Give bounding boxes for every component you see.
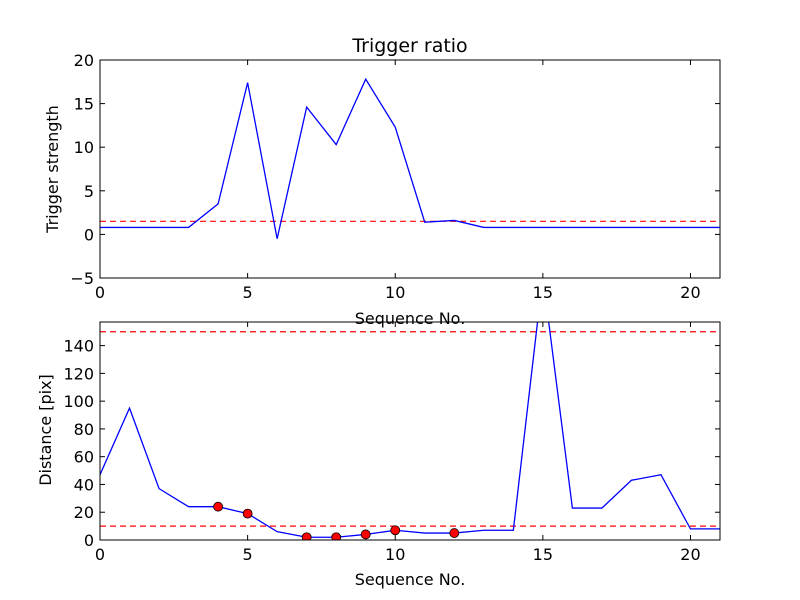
bottom-y-tick-label: 80 — [74, 420, 94, 439]
bottom-data-marker — [360, 529, 371, 540]
bottom-y-tick-label: 100 — [63, 392, 94, 411]
top-series-line-0 — [100, 77, 720, 239]
bottom-x-tick-label: 15 — [533, 545, 553, 564]
top-x-tick-label: 10 — [385, 283, 405, 302]
bottom-x-tick-label: 5 — [243, 545, 253, 564]
bottom-y-tick-label: 40 — [74, 475, 94, 494]
bottom-y-axis-label: Distance [pix] — [36, 374, 55, 486]
bottom-y-tick-label: 120 — [63, 364, 94, 383]
top-y-tick-label: 15 — [74, 95, 94, 114]
top-subplot: Trigger ratio Sequence No. Trigger stren… — [43, 35, 721, 328]
top-x-tick-label: 15 — [533, 283, 553, 302]
bottom-x-tick-label: 10 — [385, 545, 405, 564]
bottom-plot-area — [100, 322, 720, 540]
bottom-y-tick-label: 60 — [74, 448, 94, 467]
top-axes-frame — [99, 59, 721, 279]
top-y-tick-label: 10 — [74, 138, 94, 157]
bottom-data-marker — [449, 528, 460, 538]
top-y-tick-label: 20 — [74, 51, 94, 70]
bottom-data-marker — [331, 532, 342, 540]
bottom-y-tick-label: 140 — [63, 337, 94, 356]
top-x-axis-label: Sequence No. — [355, 309, 466, 328]
bottom-x-tick-label: 20 — [680, 545, 700, 564]
bottom-y-tick-label: 20 — [74, 503, 94, 522]
top-y-axis-label: Trigger strength — [43, 105, 62, 234]
top-y-tick-label: 0 — [84, 225, 94, 244]
bottom-series-line-0 — [100, 322, 720, 538]
bottom-x-axis-label: Sequence No. — [355, 570, 466, 589]
bottom-data-marker — [390, 525, 401, 536]
top-x-tick-label: 5 — [243, 283, 253, 302]
top-y-tick-label: 5 — [84, 182, 94, 201]
bottom-subplot: Sequence No. Distance [pix] 0 5 10 15 20 0 20 4… — [36, 321, 721, 589]
bottom-data-marker — [242, 508, 253, 519]
bottom-data-marker — [301, 532, 312, 540]
top-y-tick-label: −5 — [70, 269, 94, 288]
bottom-x-tick-label: 0 — [95, 545, 105, 564]
top-x-tick-label: 0 — [95, 283, 105, 302]
top-x-tick-label: 20 — [680, 283, 700, 302]
bottom-data-marker — [213, 501, 223, 512]
top-plot-area — [100, 77, 720, 239]
top-chart-title: Trigger ratio — [351, 35, 467, 57]
bottom-axes-frame — [99, 321, 721, 541]
bottom-y-tick-label: 0 — [84, 531, 94, 550]
